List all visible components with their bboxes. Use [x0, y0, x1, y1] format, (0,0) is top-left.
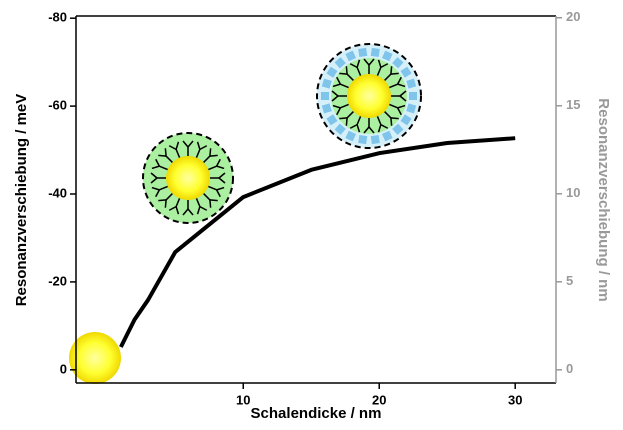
gold-core: [347, 74, 391, 118]
y2-axis-label: Resonanzverschiebung / nm: [595, 98, 612, 301]
protein: [371, 135, 380, 144]
antibody: [346, 66, 347, 74]
antibody: [391, 73, 399, 74]
chart: Schalendicke / nm Resonanzverschiebung /…: [0, 0, 623, 430]
gold-core: [69, 332, 121, 384]
y-axis-label: Resonanzverschiebung / meV: [13, 94, 30, 307]
antibody: [210, 200, 218, 201]
y-tick-label: -80: [48, 10, 67, 25]
y2-tick-label: 15: [566, 97, 580, 112]
protein: [321, 92, 329, 100]
antibody: [210, 155, 218, 156]
antibody: [158, 200, 166, 201]
x-axis-label: Schalendicke / nm: [251, 405, 382, 422]
y2-tick-label: 0: [566, 361, 573, 376]
protein: [358, 48, 367, 57]
antibody: [391, 118, 392, 126]
antibody: [339, 118, 347, 119]
y-tick-label: -40: [48, 185, 67, 200]
antibody: [391, 66, 392, 74]
x-tick-label: 30: [508, 392, 522, 407]
gold-core: [166, 156, 210, 200]
protein: [371, 48, 380, 57]
particles: [69, 44, 421, 384]
x-tick-label: 20: [372, 392, 386, 407]
protein: [358, 135, 367, 144]
antibody: [165, 148, 166, 156]
antibody: [346, 118, 347, 126]
antibody: [210, 200, 211, 208]
y2-tick-label: 20: [566, 9, 580, 24]
antibody: [158, 155, 166, 156]
y-tick-label: 0: [60, 361, 67, 376]
y-tick-label: -20: [48, 273, 67, 288]
y2-tick-label: 10: [566, 185, 580, 200]
protein: [409, 92, 417, 100]
antibody: [391, 118, 399, 119]
y2-tick-label: 5: [566, 273, 573, 288]
antibody: [165, 200, 166, 208]
page: {"chart_data": {"type": "line", "xlabel"…: [0, 0, 623, 430]
antibody: [339, 73, 347, 74]
antibody: [210, 148, 211, 156]
x-tick-label: 10: [236, 392, 250, 407]
y-tick-label: -60: [48, 98, 67, 113]
